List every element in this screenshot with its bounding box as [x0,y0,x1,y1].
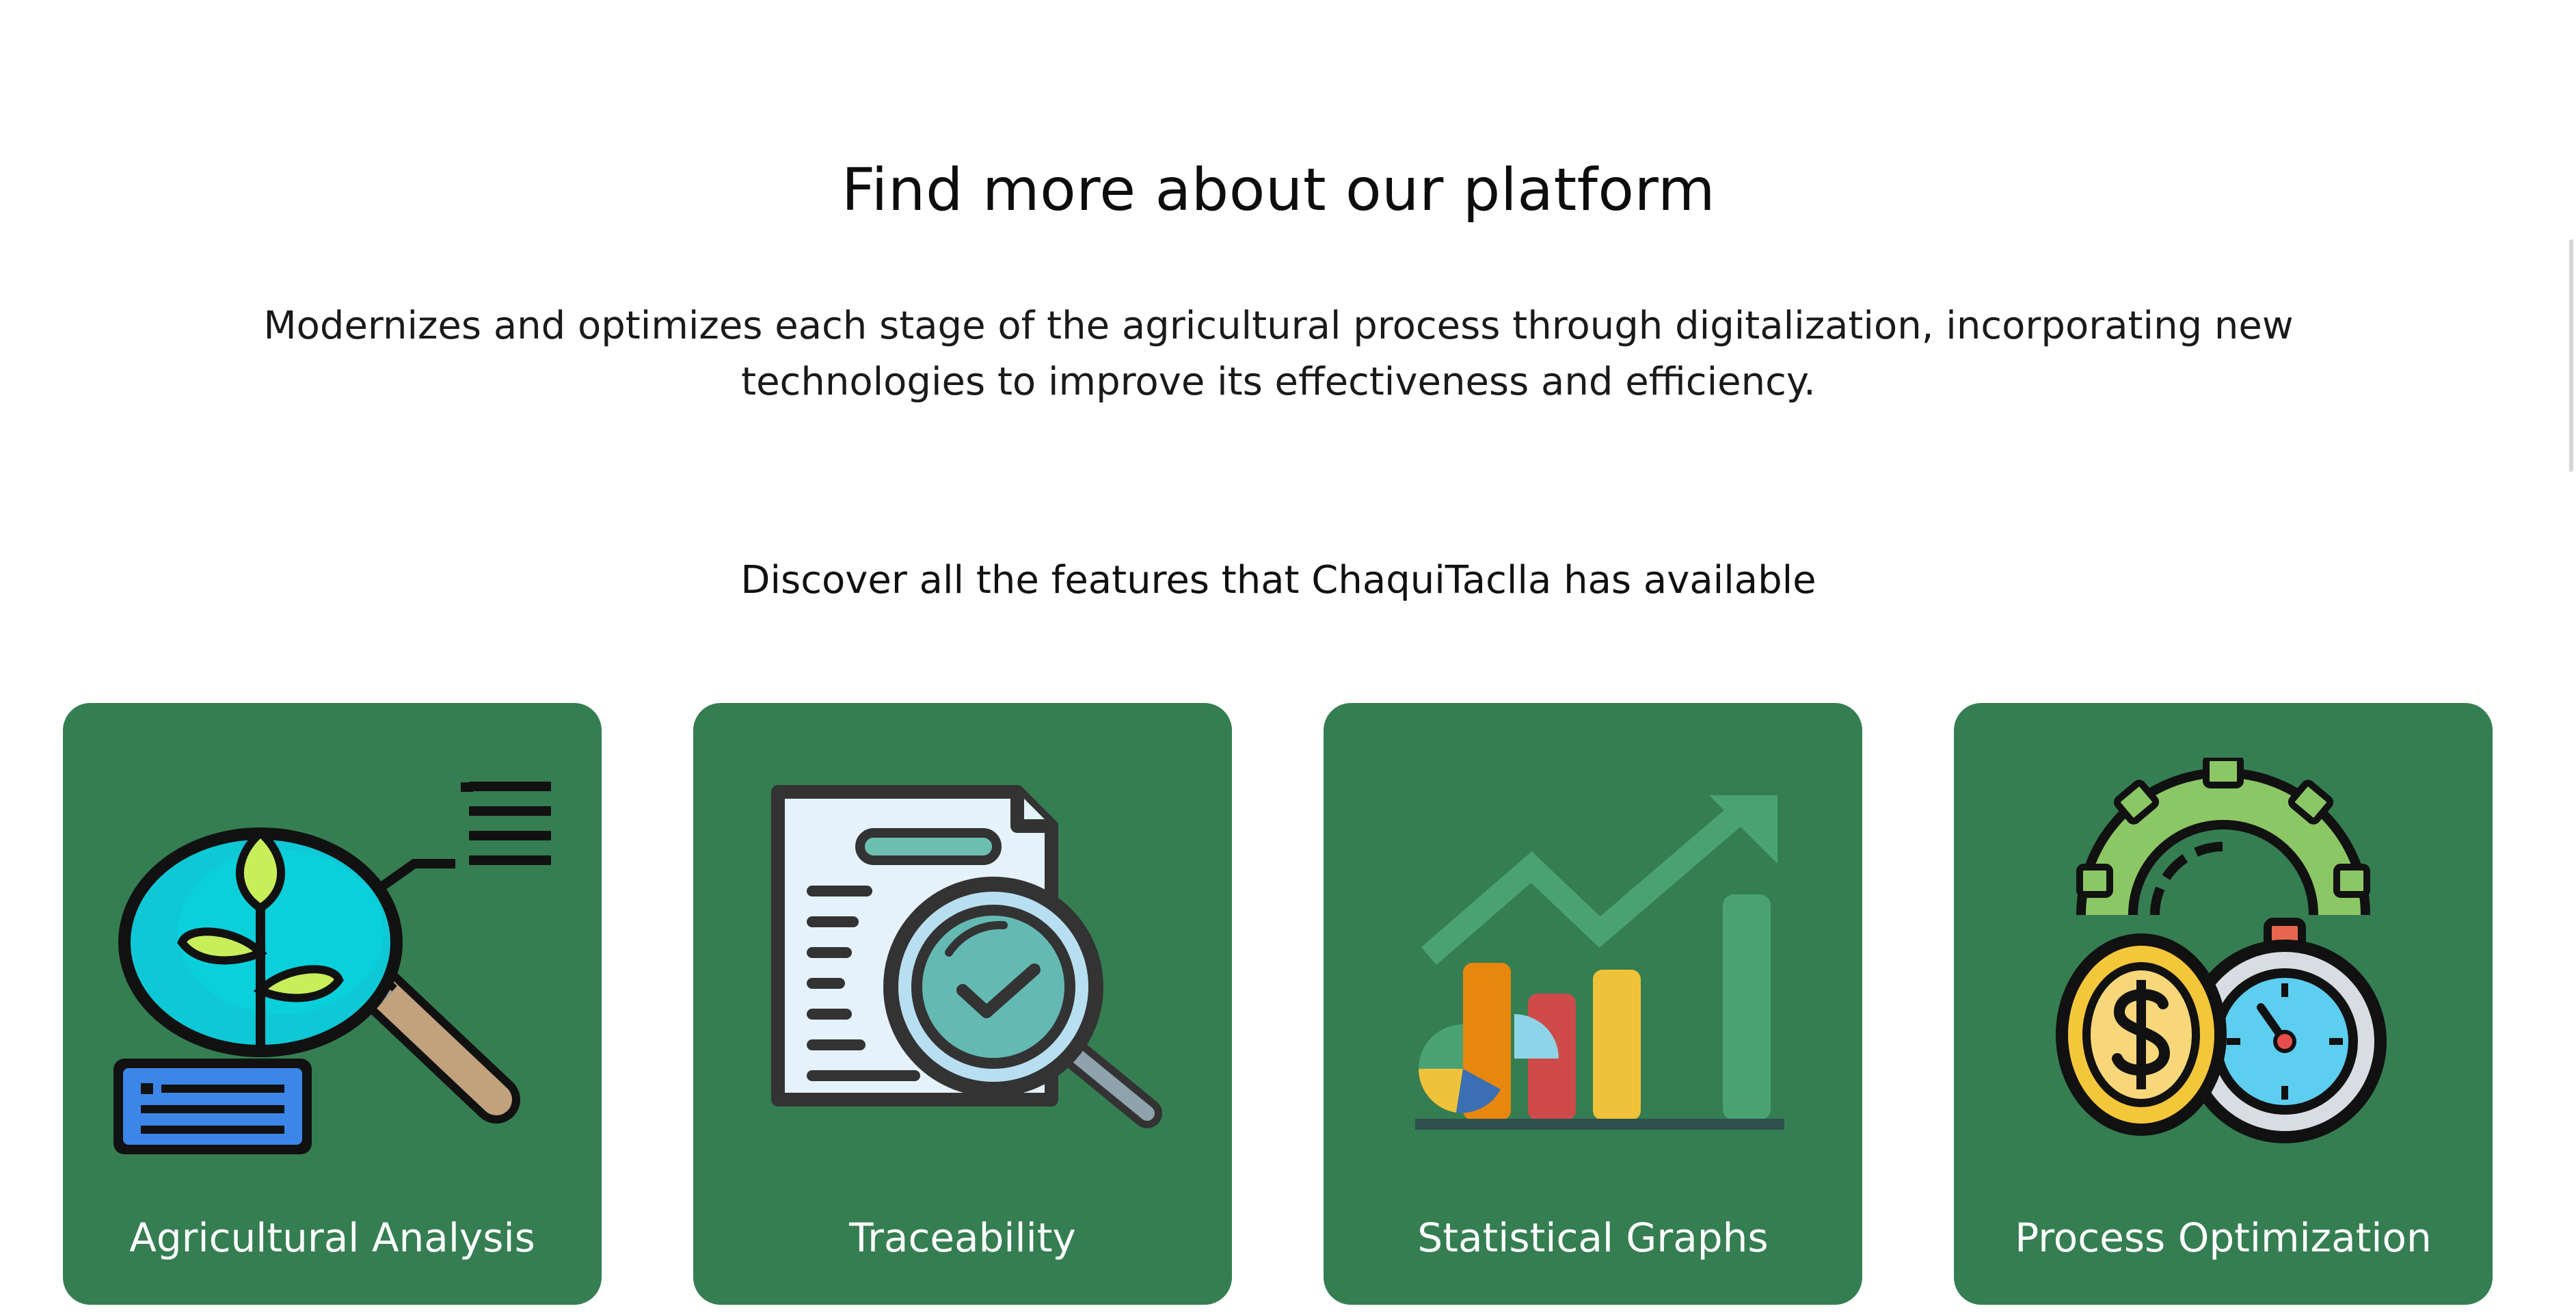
coin-stopwatch-icon [2056,758,2387,1143]
section-intro: Modernizes and optimizes each stage of t… [263,304,2294,404]
feature-label: Agricultural Analysis [129,1214,535,1261]
section-heading: Find more about our platform [841,155,1716,224]
feature-label: Process Optimization [2015,1214,2432,1261]
feature-card-statistical-graphs[interactable]: Statistical Graphs [1324,703,1862,1305]
magnifier-plant-icon [113,782,551,1154]
features-subheading: Discover all the features that ChaquiTac… [740,558,1816,603]
feature-card-agricultural-analysis[interactable]: Agricultural Analysis [63,703,602,1305]
feature-cards: Agricultural Analysis [63,703,2493,1305]
bar-chart-trend-icon [1415,795,1784,1130]
scrollbar[interactable] [2569,239,2573,472]
feature-label: Statistical Graphs [1417,1214,1769,1261]
feature-label: Traceability [849,1214,1076,1261]
feature-card-traceability[interactable]: Traceability [693,703,1232,1305]
document-search-icon [771,785,1162,1128]
feature-card-process-optimization[interactable]: Process Optimization [1954,703,2493,1305]
